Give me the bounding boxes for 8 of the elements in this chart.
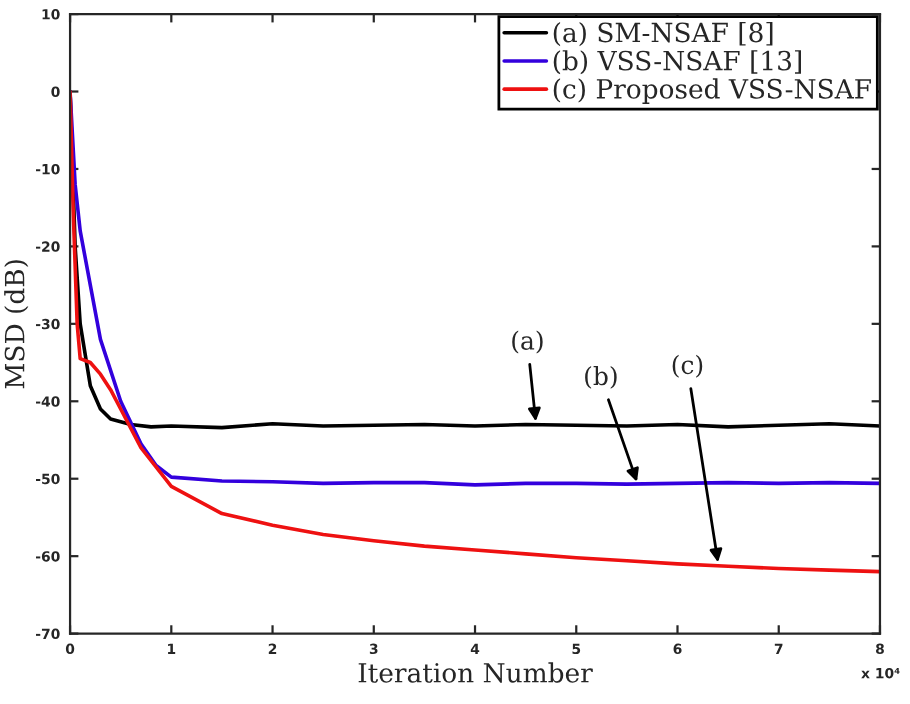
annotation: (c)	[672, 354, 703, 378]
annotation: (b)	[585, 365, 617, 389]
annotation: (a)	[512, 330, 543, 354]
y-axis-title: MSD (dB)	[4, 260, 29, 389]
x-axis-title: Iteration Number	[358, 662, 593, 683]
legend-label: (b) VSS-NSAF [13]	[553, 50, 801, 75]
legend-label: (c) Proposed VSS-NSAF	[553, 78, 871, 104]
legend-label: (a) SM-NSAF [8]	[553, 22, 773, 47]
